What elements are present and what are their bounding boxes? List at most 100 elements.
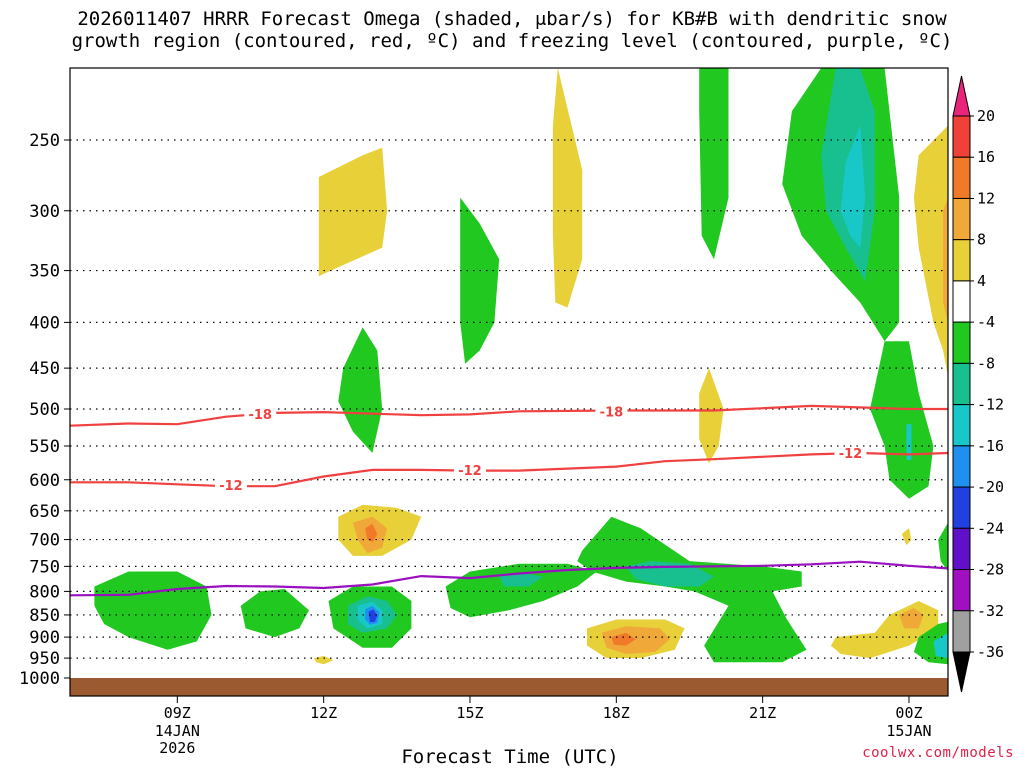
omega-region-26 [499, 572, 544, 587]
xtick-label-21Z: 21Z [749, 704, 776, 722]
omega-region-25 [445, 563, 597, 618]
colorbar-segment-8 [952, 404, 971, 447]
colorbar-label-3: 12 [977, 189, 995, 207]
ytick-label-950: 950 [29, 649, 60, 669]
omega-region-33 [899, 608, 924, 629]
chart-title-line2: growth region (contoured, red, ºC) and f… [71, 30, 953, 52]
ytick-label-600: 600 [29, 471, 60, 491]
colorbar-segment-9 [952, 445, 971, 488]
colorbar-bottom-arrow [952, 651, 971, 693]
omega-region-16 [365, 523, 378, 543]
pressure-axis: 2503003504004505005506006507007508008509… [19, 131, 70, 689]
colorbar-label-8: -12 [977, 396, 1004, 414]
colorbar-segment-11 [952, 527, 971, 571]
colorbar-label-1: 20 [977, 107, 995, 125]
omega-region-10 [338, 327, 383, 453]
x-axis-label: Forecast Time (UTC) [401, 746, 619, 768]
colorbar-segment-7 [952, 362, 971, 406]
colorbar-label-2: 16 [977, 148, 995, 166]
colorbar-label-9: -16 [977, 437, 1004, 455]
xtick-date-00Z: 15JAN [886, 722, 931, 740]
ytick-label-1000: 1000 [19, 669, 60, 689]
colorbar-segment-6 [952, 321, 971, 364]
xtick-year-09Z: 2026 [159, 739, 195, 757]
omega-region-7 [840, 125, 866, 248]
xtick-label-18Z: 18Z [603, 704, 630, 722]
omega-region-8 [913, 125, 948, 377]
omega-region-3 [552, 68, 583, 308]
colorbar-segment-13 [952, 610, 971, 653]
omega-region-9 [943, 197, 948, 323]
colorbar-label-4: 8 [977, 231, 986, 249]
omega-region-37 [933, 632, 948, 659]
colorbar-label-7: -8 [977, 354, 995, 372]
ytick-label-750: 750 [29, 557, 60, 577]
ytick-label-250: 250 [29, 131, 60, 151]
omega-region-2 [460, 197, 500, 364]
omega-region-31 [611, 632, 636, 646]
omega-region-30 [601, 626, 670, 654]
ytick-label-550: 550 [29, 437, 60, 457]
chart-title-line1: 2026011407 HRRR Forecast Omega (shaded, … [77, 8, 947, 30]
colorbar-label-12: -28 [977, 561, 1004, 579]
isotherm--18 [69, 404, 948, 427]
isotherm-label-bg--12-1 [453, 463, 486, 478]
ytick-label-450: 450 [29, 359, 60, 379]
isotherm-label--12-2: -12 [839, 447, 863, 462]
isotherm-contours: -18 -18 -12 -12 -12 [69, 404, 949, 597]
omega-region-11 [870, 341, 934, 499]
colorbar-segment-3 [952, 197, 971, 241]
omega-region-23 [368, 609, 378, 623]
omega-region-24 [313, 656, 334, 665]
ytick-label-350: 350 [29, 262, 60, 282]
colorbar-segment-2 [952, 156, 971, 199]
colorbar-segment-12 [952, 569, 971, 612]
ytick-label-400: 400 [29, 313, 60, 333]
omega-region-17 [94, 571, 212, 650]
colorbar-label-5: 4 [977, 272, 986, 290]
ground-bar [70, 678, 948, 696]
isotherm-label-bg--12-0 [214, 478, 247, 493]
omega-region-12 [906, 424, 912, 460]
colorbar-label-13: -32 [977, 602, 1004, 620]
plot-frame [69, 67, 949, 697]
ytick-label-850: 850 [29, 606, 60, 626]
omega-region-18 [240, 589, 309, 638]
colorbar-segment-4 [952, 239, 971, 282]
isotherm-label--18-0: -18 [248, 408, 272, 423]
xtick-label-09Z: 09Z [164, 704, 191, 722]
isotherm-label-bg--12-2 [834, 446, 867, 461]
colorbar-label-11: -24 [977, 519, 1004, 537]
colorbar-top-arrow [952, 75, 971, 117]
isotherm-freezing-level [69, 560, 949, 597]
ytick-label-500: 500 [29, 400, 60, 420]
omega-region-27 [577, 516, 807, 663]
omega-region-35 [938, 522, 948, 572]
colorbar-label-10: -20 [977, 478, 1004, 496]
credit-text: coolwx.com/models [862, 745, 1014, 761]
omega-region-1 [318, 147, 388, 277]
omega-region-4 [699, 68, 729, 260]
xtick-label-15Z: 15Z [456, 704, 483, 722]
colorbar-segment-1 [952, 115, 971, 158]
ytick-label-650: 650 [29, 502, 60, 522]
colorbar: 20 16 12 8 4 -4 -8 -12 -16 -20 -24 -28 -32 -36 [952, 75, 1004, 693]
ytick-label-700: 700 [29, 531, 60, 551]
isotherm-label--18-1: -18 [600, 406, 624, 421]
isotherm-label-bg--18-1 [595, 405, 628, 420]
omega-region-13 [699, 368, 724, 464]
colorbar-label-14: -36 [977, 643, 1004, 661]
isotherm-label--12-1: -12 [458, 464, 482, 479]
ytick-label-900: 900 [29, 628, 60, 648]
omega-region-34 [901, 528, 912, 546]
xtick-label-00Z: 00Z [895, 704, 922, 722]
colorbar-segment-10 [952, 486, 971, 529]
isotherm--12 [70, 451, 949, 488]
ytick-label-300: 300 [29, 202, 60, 222]
isotherm-label-bg--18-0 [244, 407, 277, 422]
xtick-label-12Z: 12Z [310, 704, 337, 722]
ytick-label-800: 800 [29, 582, 60, 602]
xtick-date-09Z: 14JAN [155, 722, 200, 740]
